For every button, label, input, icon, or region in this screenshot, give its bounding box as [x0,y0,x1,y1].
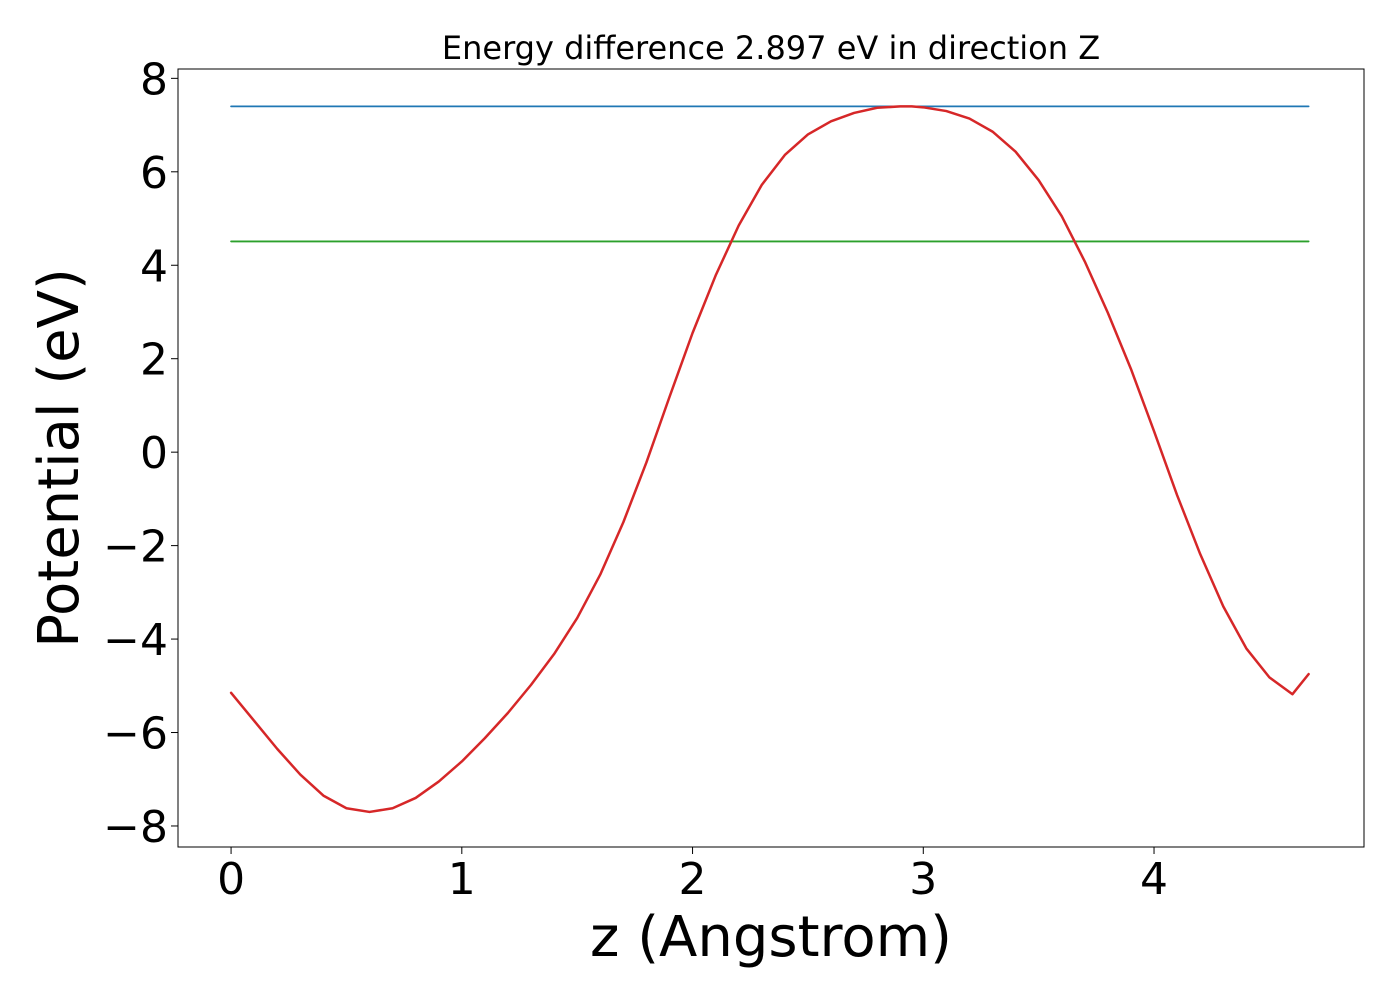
y-tick-label: −6 [103,709,168,760]
x-tick-label: 0 [217,854,245,905]
y-axis-label: Potential (eV) [27,268,92,648]
y-tick-label: 4 [140,241,168,292]
x-tick-label: 1 [448,854,476,905]
plot-frame [177,68,1365,848]
y-tick-label: 0 [140,428,168,479]
x-axis-label: z (Angstrom) [590,905,952,970]
series-line-3 [229,105,1310,814]
x-tick-label: 2 [679,854,707,905]
x-tick-label: 4 [1140,854,1168,905]
y-axis-ticks: −8 −6 −4 −2 0 2 4 6 8 [103,54,178,853]
y-tick-label: −8 [103,802,168,853]
y-tick-label: 8 [140,54,168,105]
x-axis-ticks: 0 1 2 3 4 [217,847,1168,905]
chart-title: Energy difference 2.897 eV in direction … [442,29,1100,67]
x-tick-label: 3 [909,854,937,905]
y-tick-label: −4 [103,615,168,666]
y-tick-label: 2 [140,335,168,386]
series-lines [229,105,1310,814]
y-tick-label: −2 [103,522,168,573]
y-tick-label: 6 [140,148,168,199]
